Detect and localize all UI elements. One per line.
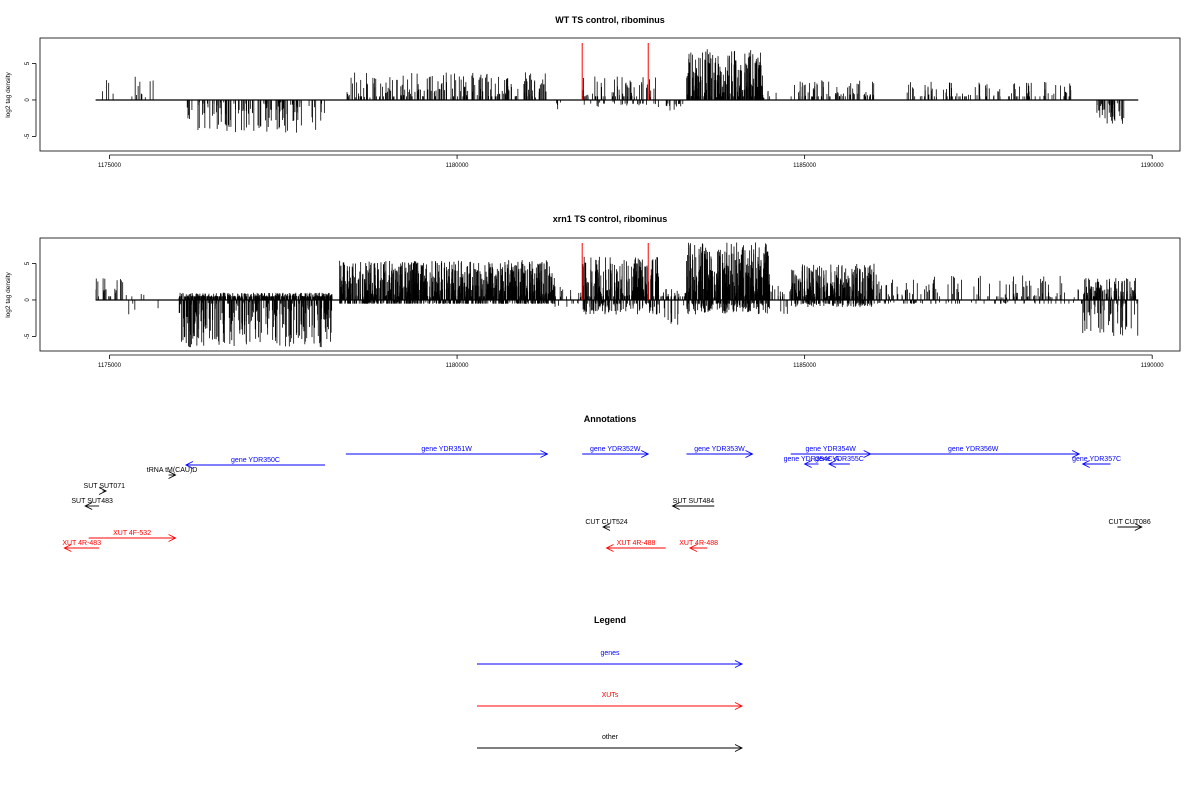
feature-arrowhead (1072, 450, 1081, 458)
feature-label: gene YDR356W (948, 446, 999, 453)
xrn1-track-panel: xrn1 TS control, ribominus log2 tag dens… (5, 214, 1181, 369)
feature-arrowhead (84, 502, 93, 510)
feature-label: XUT 4F-532 (113, 530, 151, 537)
feature-label: gene YDR351W (421, 446, 472, 453)
wt-markers (581, 43, 649, 100)
feature-label: gene YDR352W (590, 446, 641, 453)
feature-arrowhead (168, 534, 177, 542)
wt-x-tick-label: 1175000 (98, 163, 122, 169)
feature-label: gene YDR350C (231, 457, 280, 464)
feature-arrowhead (1081, 460, 1090, 468)
wt-y-axis-label: log2 tag density (5, 71, 12, 117)
feature-label: CUT CUT086 (1108, 519, 1150, 526)
feature-label: gene YDR353W (694, 446, 745, 453)
wt-x-tick-label: 1190000 (1141, 163, 1165, 169)
feature-label: gene YDR355C (815, 456, 864, 463)
legend-entries: genes XUTs other (477, 650, 744, 752)
xrn1-y-axis-label: log2 tag density (5, 271, 12, 317)
xrn1-y-tick-label: 0 (25, 298, 31, 302)
feature-label: gene YDR357C (1072, 456, 1121, 463)
feature-label: CUT CUT524 (585, 519, 627, 526)
feature-arrowhead (602, 523, 611, 531)
feature-label: SUT SUT483 (71, 498, 113, 505)
xrn1-x-tick-label: 1175000 (98, 363, 122, 369)
legend: Legend genes XUTs other (477, 615, 744, 752)
wt-axes: 1175000 1180000 1185000 1190000 -5 0 5 (25, 61, 1164, 169)
wt-x-tick-label: 1185000 (793, 163, 817, 169)
xrn1-bars (95, 242, 1139, 348)
annotations-title: Annotations (584, 414, 637, 424)
feature-label: SUT SUT071 (84, 483, 126, 490)
feature-arrowhead (803, 460, 812, 468)
wt-bars (95, 49, 1139, 133)
wt-y-tick-label: 0 (25, 98, 31, 102)
wt-x-tick-label: 1180000 (446, 163, 470, 169)
feature-arrowhead (688, 544, 698, 552)
feature-label: XUT 4R-488 (617, 540, 656, 547)
feature-arrowhead (605, 544, 614, 552)
wt-track-title: WT TS control, ribominus (555, 15, 665, 25)
annotation-features: gene YDR350C gene YDR351W gene YDR352W gene… (62, 446, 1151, 552)
feature-label: gene YDR354W (805, 446, 856, 453)
feature-arrowhead (745, 450, 754, 458)
feature-label: gene YDR354C-A (784, 456, 840, 463)
xrn1-plot-frame (39, 237, 1181, 352)
xrn1-x-tick-label: 1190000 (1141, 363, 1165, 369)
legend-entry-label: other (602, 734, 619, 741)
feature-arrowhead (827, 460, 837, 468)
wt-y-tick-label: -5 (25, 133, 31, 139)
legend-arrowhead (734, 702, 744, 710)
legend-entry-label: XUTs (602, 692, 619, 699)
feature-arrowhead (671, 502, 680, 510)
xrn1-x-tick-label: 1185000 (793, 363, 817, 369)
xrn1-track-title: xrn1 TS control, ribominus (553, 214, 668, 224)
feature-arrowhead (1134, 523, 1143, 531)
feature-arrowhead (540, 450, 549, 458)
legend-entry-label: genes (600, 650, 620, 657)
xrn1-markers (581, 243, 649, 300)
feature-label: XUT 4R-488 (679, 540, 718, 547)
wt-track-panel: WT TS control, ribominus log2 tag densit… (5, 15, 1181, 169)
feature-label: XUT 4R-483 (62, 540, 101, 547)
legend-arrowhead (734, 744, 744, 752)
wt-plot-frame (39, 37, 1181, 152)
xrn1-x-tick-label: 1180000 (446, 363, 470, 369)
feature-label: SUT SUT484 (673, 498, 715, 505)
feature-arrowhead (184, 461, 194, 469)
wt-y-tick-label: 5 (25, 61, 31, 65)
legend-title: Legend (594, 615, 626, 625)
xrn1-y-tick-label: 5 (25, 261, 31, 265)
feature-arrowhead (98, 487, 108, 495)
xrn1-y-tick-label: -5 (25, 333, 31, 339)
feature-arrowhead (641, 450, 650, 458)
feature-arrowhead (63, 544, 72, 552)
feature-arrowhead (168, 471, 177, 479)
feature-label: tRNA tM(CAU)D (147, 467, 198, 474)
xrn1-axes: 1175000 1180000 1185000 1190000 -5 0 5 (25, 261, 1164, 369)
legend-arrowhead (734, 660, 744, 668)
